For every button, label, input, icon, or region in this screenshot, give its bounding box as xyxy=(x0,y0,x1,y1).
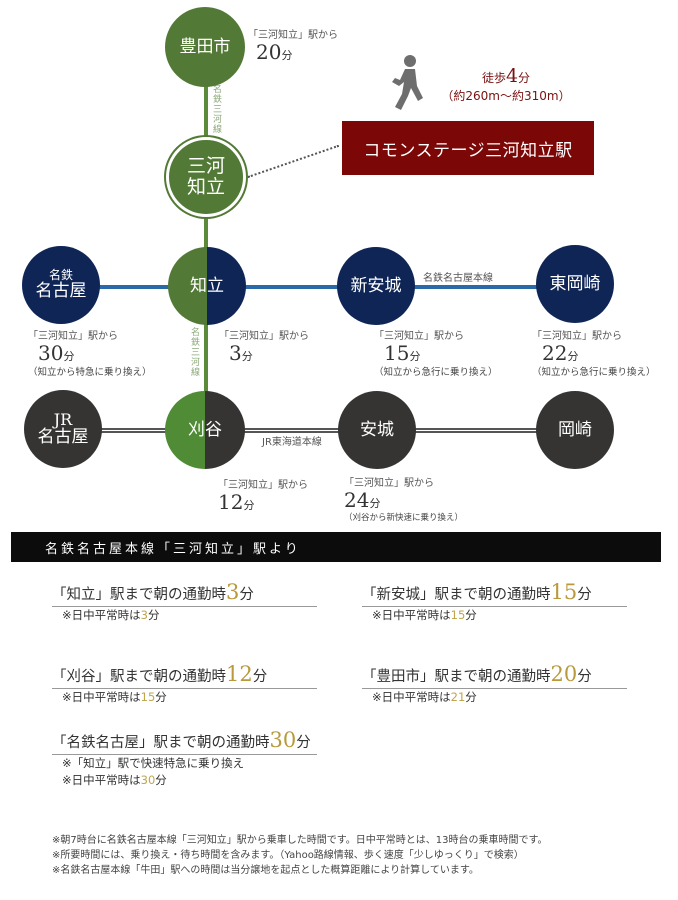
info-higashi-okazaki: 「三河知立」駅から 22分 （知立から急行に乗り換え） xyxy=(532,331,656,378)
meitetsu-nagoya-line xyxy=(60,285,580,289)
station-toyotashi: 豊田市 xyxy=(165,7,245,87)
station-chiryu: 知立 xyxy=(168,247,246,325)
minutes-value: 20 xyxy=(256,40,282,64)
line-label-jr-tokaido: JR東海道本線 xyxy=(262,437,322,448)
station-name-line1: 三河 xyxy=(186,155,225,178)
jr-tokaido-line xyxy=(60,428,580,433)
station-okazaki: 岡崎 xyxy=(536,391,614,469)
line-label-nagoya-main: 名鉄名古屋本線 xyxy=(423,273,493,284)
footnote: ※名鉄名古屋本線「牛田」駅への時間は当分譲地を起点とした概算距離により計算してい… xyxy=(52,865,479,876)
station-name: 豊田市 xyxy=(179,36,231,57)
meitetsu-mikawa-line-middle xyxy=(204,200,208,290)
meitetsu-mikawa-line-upper xyxy=(204,60,208,180)
station-name-line1: 名鉄 xyxy=(48,268,73,283)
walk-range: （約260m～約310m） xyxy=(441,88,571,103)
walk-connector xyxy=(247,144,340,178)
info-anjo: 「三河知立」駅から 24分 （刈谷から新快速に乗り換え） xyxy=(344,478,464,523)
info-shin-anjo: 「三河知立」駅から 15分 （知立から急行に乗り換え） xyxy=(374,331,498,378)
station-name: 岡崎 xyxy=(558,419,592,440)
walking-person-icon xyxy=(388,54,428,112)
station-name-line2: 名古屋 xyxy=(35,281,87,302)
line-label-mikawa-lower: 名鉄三河線 xyxy=(189,327,199,377)
station-mikawa-chiryu: 三河 知立 xyxy=(166,137,246,217)
station-shin-anjo: 新安城 xyxy=(337,247,415,325)
commute-chiryu: 「知立」駅まで朝の通勤時3分 ※日中平常時は3分 xyxy=(52,580,317,624)
station-jr-nagoya: JR 名古屋 xyxy=(24,390,102,468)
station-higashi-okazaki: 東岡崎 xyxy=(536,245,614,323)
line-label-mikawa-upper: 名鉄三河線 xyxy=(211,84,221,134)
station-name-line2: 知立 xyxy=(186,176,225,198)
station-meitetsu-nagoya: 名鉄 名古屋 xyxy=(22,246,100,324)
commute-shin-anjo: 「新安城」駅まで朝の通勤時15分 ※日中平常時は15分 xyxy=(362,580,627,624)
info-kariya: 「三河知立」駅から 12分 xyxy=(218,480,308,514)
walk-minutes: 4 xyxy=(505,65,519,87)
station-anjo: 安城 xyxy=(338,391,416,469)
commute-toyotashi: 「豊田市」駅まで朝の通勤時20分 ※日中平常時は21分 xyxy=(362,662,627,706)
property-banner: コモンステージ三河知立駅 xyxy=(342,121,594,175)
commute-meitetsu-nagoya: 「名鉄名古屋」駅まで朝の通勤時30分 ※「知立」駅で快速特急に乗り換え ※日中平… xyxy=(52,728,317,790)
info-chiryu: 「三河知立」駅から 3分 xyxy=(219,331,309,365)
transfer-note: ※「知立」駅で快速特急に乗り換え xyxy=(62,756,245,771)
station-name: 安城 xyxy=(360,419,394,440)
commute-kariya: 「刈谷」駅まで朝の通勤時12分 ※日中平常時は15分 xyxy=(52,662,317,706)
info-toyotashi: 「三河知立」駅から 20分 xyxy=(248,26,338,63)
footnote: ※朝7時台に名鉄名古屋本線「三河知立」駅から乗車した時間です。日中平常時とは、1… xyxy=(52,835,548,846)
station-name: 東岡崎 xyxy=(549,273,601,294)
station-kariya: 刈谷 xyxy=(165,391,245,469)
station-name-line1: JR xyxy=(53,409,73,429)
meitetsu-mikawa-line-lower xyxy=(204,300,208,420)
from-label: 「三河知立」駅から xyxy=(248,30,338,41)
station-name: 刈谷 xyxy=(188,419,222,440)
footnote: ※所要時間には、乗り換え・待ち時間を含みます。（Yahoo路線情報、歩く速度「少… xyxy=(52,850,524,861)
info-meitetsu-nagoya: 「三河知立」駅から 30分 （知立から特急に乗り換え） xyxy=(28,331,152,378)
station-name: 新安城 xyxy=(350,275,402,296)
walk-time: 徒歩4分 （約260m～約310m） xyxy=(436,64,576,104)
section-title: 名鉄名古屋本線「三河知立」駅より xyxy=(11,532,661,562)
station-name-line2: 名古屋 xyxy=(37,427,89,448)
footnotes: ※朝7時台に名鉄名古屋本線「三河知立」駅から乗車した時間です。日中平常時とは、1… xyxy=(52,833,547,878)
station-name: 知立 xyxy=(190,275,224,296)
